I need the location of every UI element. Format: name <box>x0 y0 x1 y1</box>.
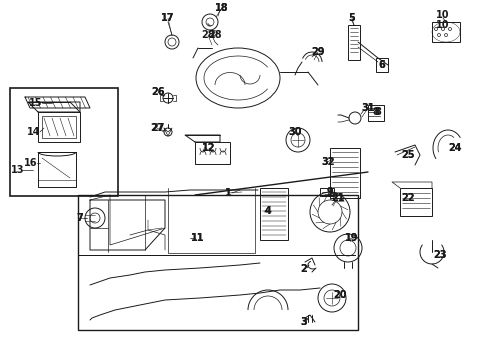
Text: 5: 5 <box>348 13 355 23</box>
Text: 28: 28 <box>201 30 214 40</box>
Text: 27: 27 <box>151 123 164 133</box>
Text: 25: 25 <box>401 150 414 160</box>
Text: 10: 10 <box>435 20 449 30</box>
Text: 8: 8 <box>372 107 379 117</box>
Text: 17: 17 <box>161 13 174 23</box>
Text: 9: 9 <box>326 187 333 197</box>
Text: 4: 4 <box>264 206 271 216</box>
Text: 11: 11 <box>191 233 204 243</box>
Text: 17: 17 <box>161 13 174 23</box>
Bar <box>195 142 229 164</box>
Text: 22: 22 <box>401 193 414 203</box>
Text: 32: 32 <box>321 157 334 167</box>
Text: 5: 5 <box>348 13 355 23</box>
Text: 2: 2 <box>300 264 307 274</box>
Text: 31: 31 <box>361 103 374 113</box>
Text: 20: 20 <box>332 290 346 300</box>
Bar <box>42 116 76 138</box>
Text: 10: 10 <box>435 10 449 20</box>
Text: 31: 31 <box>361 103 374 113</box>
Text: 1: 1 <box>224 188 231 198</box>
Text: 3: 3 <box>300 317 307 327</box>
Bar <box>375 58 387 72</box>
Text: 22: 22 <box>401 193 414 203</box>
Text: 21: 21 <box>330 193 344 203</box>
Text: 23: 23 <box>432 250 446 260</box>
Text: 30: 30 <box>287 127 301 137</box>
Text: 14: 14 <box>27 127 41 137</box>
Text: 6: 6 <box>378 60 385 70</box>
Bar <box>367 105 383 121</box>
Text: 24: 24 <box>447 143 461 153</box>
Text: 7: 7 <box>77 213 83 223</box>
Text: 3: 3 <box>300 317 307 327</box>
Text: 15: 15 <box>29 98 42 108</box>
Text: 18: 18 <box>215 3 228 13</box>
Text: 1: 1 <box>224 188 231 198</box>
Text: 19: 19 <box>345 233 358 243</box>
Text: 6: 6 <box>378 60 385 70</box>
Bar <box>431 22 459 42</box>
Bar <box>329 148 359 198</box>
Bar <box>260 188 287 240</box>
Text: 12: 12 <box>202 143 215 153</box>
Text: 27: 27 <box>150 123 163 133</box>
Text: 28: 28 <box>208 30 222 40</box>
Text: 24: 24 <box>447 143 461 153</box>
Text: 20: 20 <box>332 290 346 300</box>
Bar <box>78 195 357 330</box>
Bar <box>319 188 333 196</box>
Bar <box>38 152 76 187</box>
Text: 12: 12 <box>202 143 215 153</box>
Bar <box>347 25 359 60</box>
Text: 26: 26 <box>151 87 164 97</box>
Bar <box>10 88 118 196</box>
Text: 26: 26 <box>151 87 164 97</box>
Text: 19: 19 <box>345 233 358 243</box>
Text: 2: 2 <box>300 264 307 274</box>
Text: 4: 4 <box>264 206 271 216</box>
Text: 30: 30 <box>287 127 301 137</box>
Text: 23: 23 <box>432 250 446 260</box>
Bar <box>399 188 431 216</box>
Text: 29: 29 <box>311 47 324 57</box>
Text: 29: 29 <box>311 47 324 57</box>
Text: 16: 16 <box>24 158 38 168</box>
Text: 32: 32 <box>321 157 334 167</box>
Text: 9: 9 <box>326 187 333 197</box>
Bar <box>38 112 80 142</box>
Text: 21: 21 <box>330 193 344 203</box>
Text: 7: 7 <box>77 213 83 223</box>
Text: 8: 8 <box>374 107 381 117</box>
Text: 11: 11 <box>191 233 204 243</box>
Text: 25: 25 <box>401 150 414 160</box>
Text: 18: 18 <box>215 3 228 13</box>
Text: 13: 13 <box>11 165 25 175</box>
